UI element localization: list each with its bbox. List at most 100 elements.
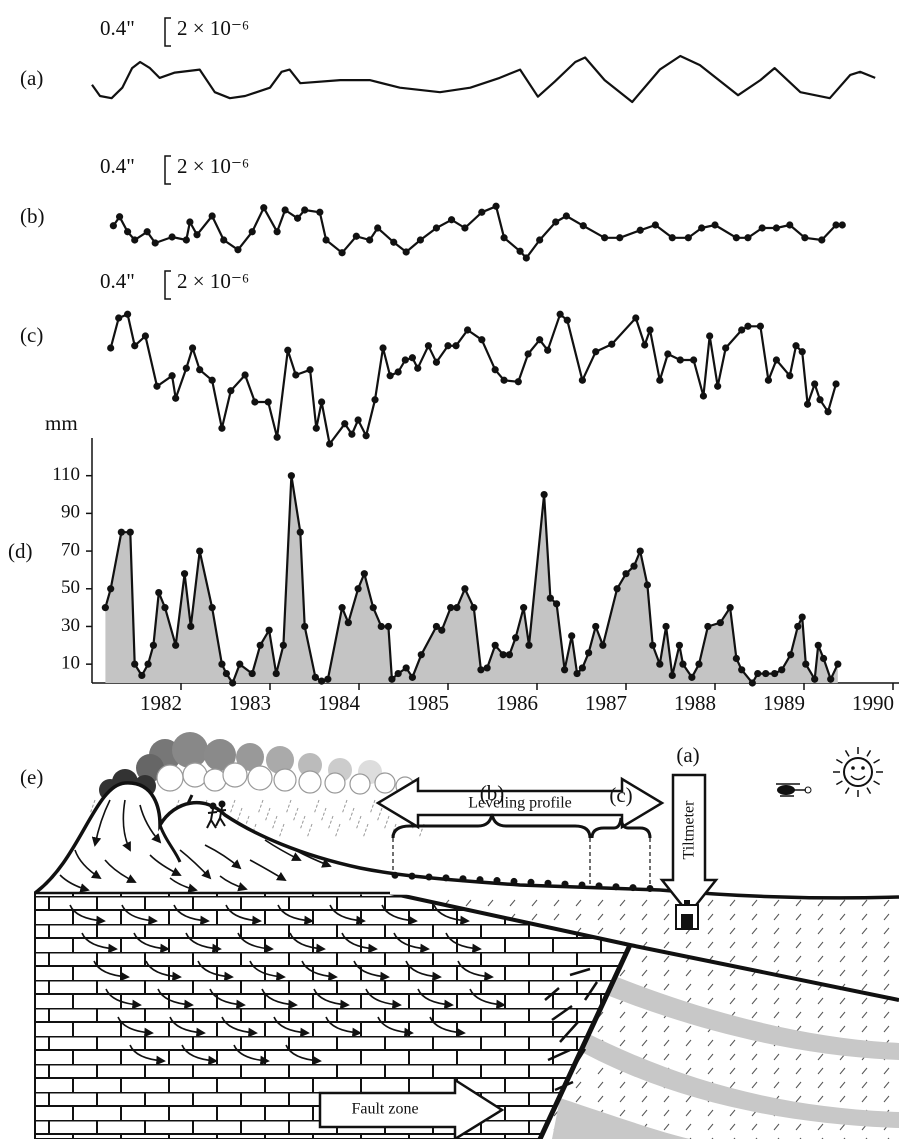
- data-point: [155, 588, 163, 597]
- flow-arrow: [157, 988, 194, 1010]
- data-point: [832, 221, 840, 229]
- data-point: [193, 231, 201, 239]
- rain: [362, 823, 369, 839]
- flow-arrow: [457, 960, 494, 982]
- brace-b: [391, 813, 592, 839]
- data-point: [613, 585, 621, 593]
- data-point: [438, 626, 446, 634]
- data-point: [390, 238, 398, 246]
- data-point: [322, 236, 330, 244]
- data-point: [771, 669, 779, 678]
- rain: [348, 807, 355, 823]
- cloud-puff: [172, 732, 208, 768]
- rain: [285, 799, 292, 815]
- flow-arrow: [393, 932, 430, 954]
- data-point: [516, 247, 524, 255]
- data-point: [408, 673, 416, 681]
- cloud-puff: [266, 746, 294, 774]
- tiltmeter-label: Tiltmeter: [681, 800, 698, 860]
- flow-arrow: [264, 839, 302, 861]
- data-point: [716, 619, 724, 627]
- chart-panel: (c) 0.4" 2 × 10⁻⁶: [20, 269, 840, 448]
- data-point: [354, 416, 362, 424]
- data-point: [273, 433, 281, 441]
- data-point: [218, 424, 226, 432]
- data-point: [573, 669, 581, 678]
- data-point: [374, 224, 382, 232]
- data-point: [220, 236, 228, 244]
- data-point: [168, 233, 176, 241]
- data-point: [732, 654, 740, 663]
- scale-label-alt: 2 × 10⁻⁶: [177, 154, 249, 178]
- data-point: [646, 326, 654, 334]
- data-point: [338, 604, 346, 612]
- rain: [264, 807, 271, 823]
- cloud-puff: [204, 739, 236, 771]
- fault-zone-label: Fault zone: [351, 1101, 418, 1118]
- cloud-puff: [298, 770, 322, 794]
- data-point: [632, 314, 640, 322]
- data-point: [447, 604, 455, 612]
- data-point: [394, 669, 402, 678]
- rain: [355, 815, 362, 831]
- data-point: [241, 371, 249, 379]
- flow-arrow: [104, 859, 137, 883]
- data-point: [491, 366, 499, 374]
- flow-arrow: [249, 960, 286, 982]
- scale-bar: [164, 17, 171, 47]
- data-point: [656, 660, 664, 668]
- data-area: [105, 475, 838, 683]
- x-tick-label: 1989: [763, 691, 805, 715]
- data-point: [772, 224, 781, 232]
- data-point: [172, 641, 180, 649]
- data-point: [814, 641, 822, 649]
- data-point: [227, 387, 235, 395]
- flow-arrow: [169, 877, 198, 893]
- data-point: [643, 581, 651, 589]
- data-point: [786, 372, 794, 380]
- data-point: [196, 366, 204, 374]
- flow-arrow: [225, 904, 262, 926]
- data-point: [417, 651, 425, 659]
- flow-arrow: [341, 932, 378, 954]
- data-point: [432, 224, 441, 232]
- chart-panel: (b) 0.4" 2 × 10⁻⁶: [20, 154, 846, 262]
- flow-arrow: [81, 932, 118, 954]
- data-point: [704, 622, 712, 631]
- data-point: [101, 604, 109, 612]
- data-point: [552, 600, 561, 608]
- data-point: [552, 218, 560, 226]
- x-tick-label: 1983: [229, 691, 271, 715]
- cloud-puff: [222, 762, 248, 788]
- data-point: [144, 660, 152, 668]
- cloud-puff: [298, 753, 322, 777]
- data-point: [801, 234, 809, 242]
- data-point: [630, 562, 638, 570]
- data-point: [787, 651, 795, 659]
- data-point: [371, 396, 379, 404]
- rain: [236, 807, 243, 823]
- benchmark: [646, 884, 654, 892]
- data-point: [287, 472, 295, 480]
- data-point: [131, 660, 139, 668]
- data-point: [284, 346, 292, 354]
- data-point: [352, 232, 360, 240]
- benchmark: [578, 881, 586, 889]
- data-point: [592, 348, 600, 356]
- flow-arrow: [133, 932, 170, 954]
- data-point: [803, 400, 812, 408]
- data-point: [744, 322, 752, 330]
- data-point: [172, 394, 180, 402]
- sediment-layer: [360, 868, 899, 1000]
- data-point: [772, 356, 781, 364]
- flow-arrow: [117, 1016, 154, 1038]
- data-point: [402, 248, 410, 256]
- sun-ray: [835, 780, 843, 786]
- data-point: [256, 641, 264, 649]
- flow-arrow: [179, 849, 212, 880]
- panel-label: (c): [20, 323, 43, 347]
- data-point: [316, 208, 324, 216]
- scale-bar: [164, 270, 171, 300]
- data-point: [578, 664, 586, 672]
- data-point: [161, 604, 169, 612]
